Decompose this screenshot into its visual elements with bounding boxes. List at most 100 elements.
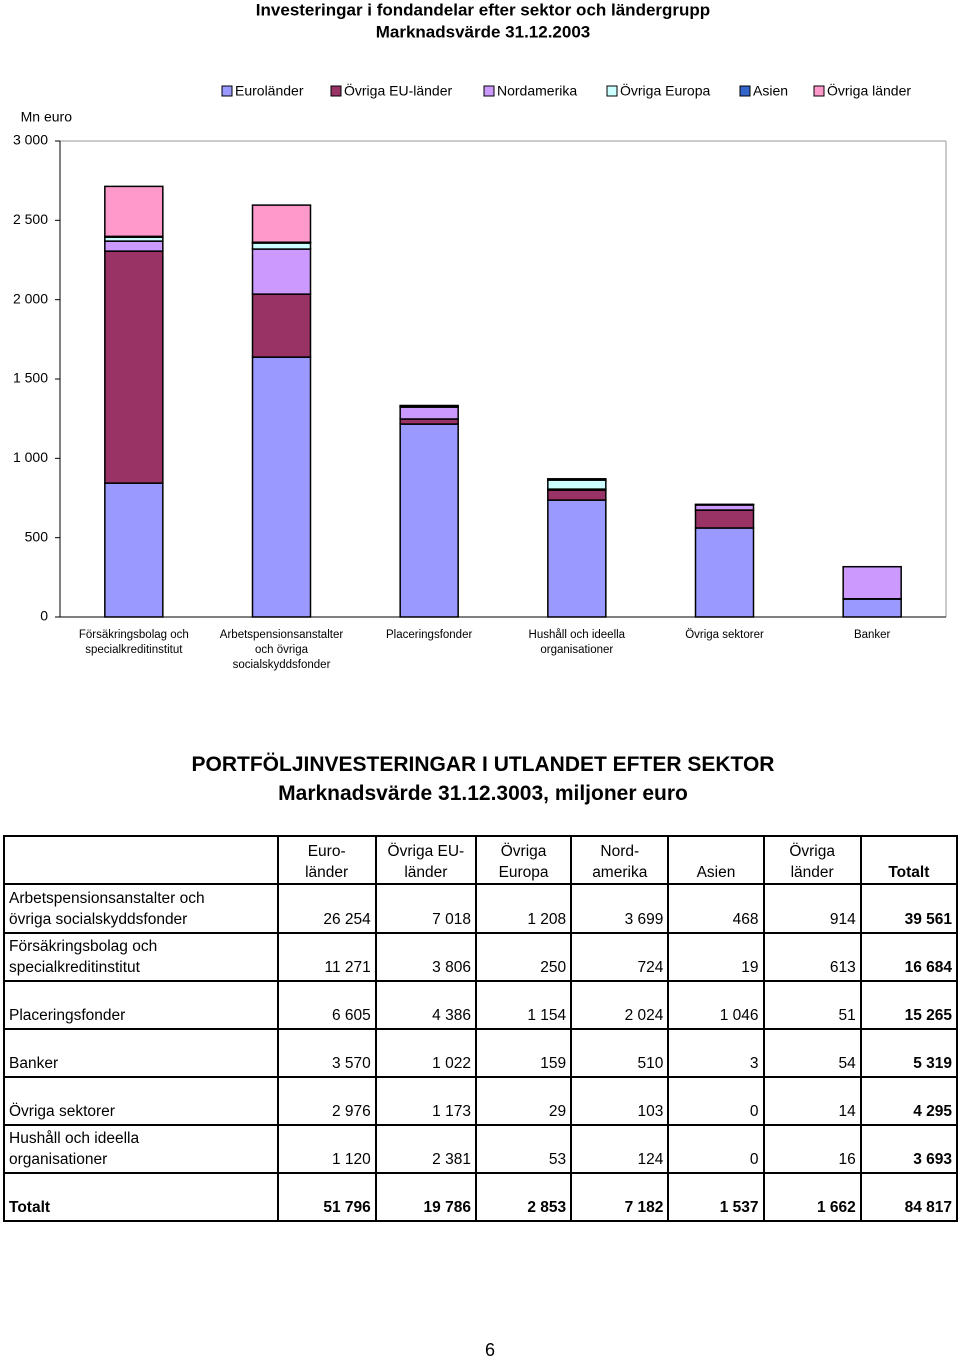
- table-cell: 250: [476, 933, 571, 981]
- header-text: Totalt: [866, 862, 952, 883]
- table-cell: 51: [764, 981, 861, 1029]
- table-cell: 3: [668, 1029, 763, 1077]
- legend-label: Asien: [753, 83, 788, 99]
- table-cell: 724: [571, 933, 668, 981]
- chart: Investeringar i fondandelar efter sektor…: [0, 0, 960, 700]
- table-cell: 54: [764, 1029, 861, 1077]
- table-cell: 1 120: [278, 1125, 376, 1173]
- header-cell: Övriga EU-länder: [376, 836, 476, 884]
- header-text: länder: [381, 862, 471, 883]
- x-tick-label: Arbetspensionsanstalter: [220, 629, 344, 641]
- y-tick-label: 500: [25, 528, 49, 544]
- table-cell: 4 386: [376, 981, 476, 1029]
- y-tick-label: 1 500: [13, 370, 48, 386]
- table-cell: 6 605: [278, 981, 376, 1029]
- row-label: Placeringsfonder: [4, 981, 278, 1029]
- bar-segment: [105, 251, 163, 483]
- table-cell: 84 817: [861, 1173, 957, 1221]
- table-cell: 15 265: [861, 981, 957, 1029]
- table-title: PORTFÖLJINVESTERINGAR I UTLANDET EFTER S…: [0, 750, 960, 808]
- row-label-text: Totalt: [9, 1197, 273, 1218]
- bar-segment: [843, 567, 901, 599]
- header-text: Övriga EU-: [381, 841, 471, 862]
- table-cell: 103: [571, 1077, 668, 1125]
- table-cell: 0: [668, 1125, 763, 1173]
- table-cell: 1 537: [668, 1173, 763, 1221]
- table-cell: 51 796: [278, 1173, 376, 1221]
- table-cell: 468: [668, 884, 763, 933]
- header-text: Europa: [481, 862, 566, 883]
- row-label-text: Banker: [9, 1053, 273, 1074]
- table-cell: 1 154: [476, 981, 571, 1029]
- bar-segment: [400, 419, 458, 424]
- x-tick-label: och övriga: [255, 644, 309, 656]
- x-tick-label: organisationer: [540, 644, 613, 656]
- legend-swatch: [607, 86, 617, 96]
- x-tick-label: Placeringsfonder: [386, 629, 472, 641]
- table-cell: 19: [668, 933, 763, 981]
- row-label-text: Försäkringsbolag och: [9, 936, 273, 957]
- legend-swatch: [814, 86, 824, 96]
- x-tick-label: Hushåll och ideella: [529, 629, 626, 641]
- bar-segment: [548, 480, 606, 489]
- chart-title: Marknadsvärde 31.12.2003: [376, 22, 591, 41]
- header-text: Övriga: [481, 841, 566, 862]
- row-label-text: Arbetspensionsanstalter och: [9, 888, 273, 909]
- header-cell: [4, 836, 278, 884]
- bar-segment: [253, 294, 311, 357]
- table-cell: 53: [476, 1125, 571, 1173]
- x-tick-label: Banker: [854, 629, 891, 641]
- table-cell: 1 022: [376, 1029, 476, 1077]
- table-cell: 7 182: [571, 1173, 668, 1221]
- y-tick-label: 2 000: [13, 290, 48, 306]
- legend-label: Övriga Europa: [620, 82, 710, 99]
- row-label-text: Övriga sektorer: [9, 1101, 273, 1122]
- table-cell: 29: [476, 1077, 571, 1125]
- table-cell: 613: [764, 933, 861, 981]
- legend-label: Euroländer: [235, 83, 304, 99]
- table-cell: 914: [764, 884, 861, 933]
- row-label-text: Placeringsfonder: [9, 1005, 273, 1026]
- row-label-text: övriga socialskyddsfonder: [9, 909, 273, 930]
- y-tick-label: 3 000: [13, 132, 48, 148]
- x-tick-label: Försäkringsbolag och: [79, 629, 189, 641]
- header-text: länder: [283, 862, 371, 883]
- table-cell: 1 208: [476, 884, 571, 933]
- table-cell: 14: [764, 1077, 861, 1125]
- bar-segment: [696, 528, 754, 617]
- legend-swatch: [484, 86, 494, 96]
- bar-segment: [105, 483, 163, 617]
- row-label: Övriga sektorer: [4, 1077, 278, 1125]
- header-cell: Asien: [668, 836, 763, 884]
- table-title-line: PORTFÖLJINVESTERINGAR I UTLANDET EFTER S…: [0, 750, 960, 779]
- bar-segment: [400, 424, 458, 617]
- x-tick-label: Övriga sektorer: [685, 629, 764, 641]
- header-text: länder: [769, 862, 856, 883]
- table-cell: 1 662: [764, 1173, 861, 1221]
- table-cell: 26 254: [278, 884, 376, 933]
- header-cell: Nord-amerika: [571, 836, 668, 884]
- row-label-text: Hushåll och ideella: [9, 1128, 273, 1149]
- table-cell: 3 806: [376, 933, 476, 981]
- table-cell: 7 018: [376, 884, 476, 933]
- table-cell: 3 570: [278, 1029, 376, 1077]
- table-cell: 39 561: [861, 884, 957, 933]
- table-cell: 2 024: [571, 981, 668, 1029]
- header-text: Asien: [673, 862, 758, 883]
- bar-segment: [843, 599, 901, 617]
- table-cell: 19 786: [376, 1173, 476, 1221]
- table-cell: 11 271: [278, 933, 376, 981]
- bar-segment: [548, 500, 606, 617]
- x-tick-label: socialskyddsfonder: [233, 659, 331, 671]
